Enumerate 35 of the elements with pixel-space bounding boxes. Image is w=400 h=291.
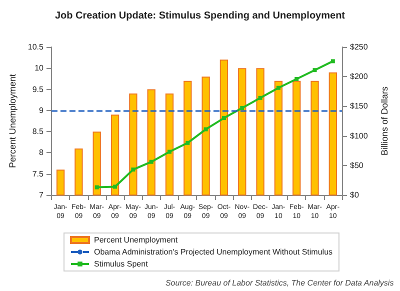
point — [294, 76, 299, 81]
legend-label: Percent Unemployment — [94, 236, 178, 244]
point — [312, 68, 317, 72]
y-tick-label: 8.5 — [32, 127, 44, 136]
y2-tick-label: $250 — [350, 42, 368, 52]
point — [330, 59, 335, 64]
y-tick-label: 8 — [39, 148, 44, 158]
y2-tick-label: $150 — [350, 102, 368, 111]
y-tick-label: 10.5 — [28, 42, 44, 52]
point — [186, 140, 190, 145]
y-tick-label: 10 — [34, 64, 44, 73]
chart-title: Job Creation Update: Stimulus Spending and Unemployment — [54, 10, 346, 22]
y2-tick-label: $200 — [350, 72, 368, 82]
point — [276, 86, 280, 90]
y-tick-label: 9.5 — [32, 84, 44, 94]
point — [131, 168, 136, 172]
point — [222, 116, 226, 120]
y2-tick-label: $0 — [350, 190, 360, 200]
source-note: Source: Bureau of Labor Statistics, The Center for Data Analysis — [165, 278, 394, 288]
legend-label: Stimulus Spent — [94, 260, 149, 268]
point — [168, 150, 172, 154]
point — [113, 184, 118, 189]
legend-label: Obama Administration's Projected Unemployment Without Stimulus — [94, 248, 333, 256]
y-axis-title: Percent Unemployment — [8, 73, 18, 168]
point — [204, 127, 208, 132]
point — [149, 160, 154, 164]
y-tick-label: 7.5 — [32, 169, 44, 178]
y-tick-label: 9 — [39, 106, 44, 115]
y2-tick-label: $50 — [350, 160, 364, 170]
y2-axis-title: Billions of Dollars — [380, 86, 390, 156]
y-tick-label: 7 — [39, 190, 44, 200]
y2-tick-label: $100 — [350, 131, 368, 140]
point — [258, 96, 262, 100]
point — [94, 185, 99, 190]
point — [240, 106, 244, 110]
